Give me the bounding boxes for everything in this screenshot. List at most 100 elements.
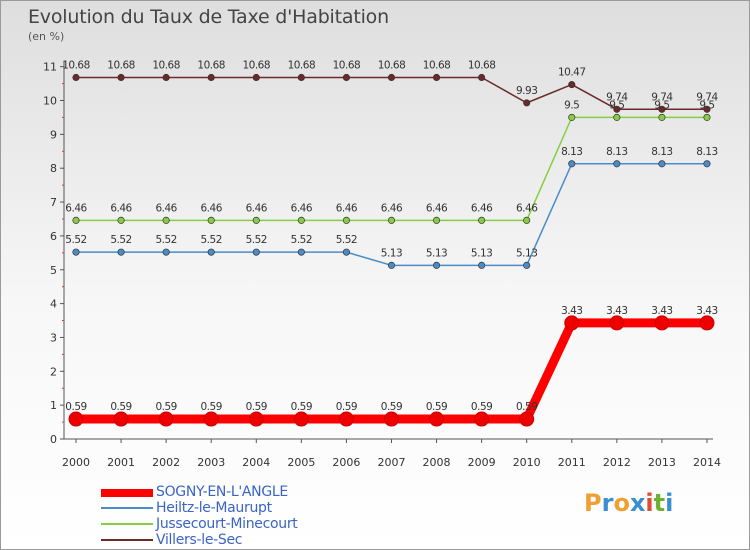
y-tick-label: 7	[50, 196, 57, 209]
data-label: 6.46	[516, 202, 538, 214]
logo-letter: P	[584, 489, 602, 517]
data-label: 5.13	[426, 247, 447, 259]
data-label: 0.59	[291, 401, 312, 413]
data-point	[72, 248, 80, 256]
data-point	[568, 81, 576, 89]
data-point	[478, 73, 486, 82]
y-tick-label: 1	[50, 399, 57, 412]
data-label: 10.68	[62, 59, 90, 71]
data-label: 8.13	[651, 146, 672, 158]
data-point	[162, 73, 170, 82]
data-label: 0.59	[471, 401, 492, 413]
legend-swatch	[101, 523, 153, 525]
data-point	[113, 411, 129, 427]
data-point	[613, 160, 621, 168]
data-label: 0.59	[426, 401, 447, 413]
data-point	[523, 99, 531, 107]
y-tick-label: 4	[50, 298, 57, 311]
data-label: 10.68	[423, 59, 451, 71]
data-label: 9.5	[654, 99, 669, 111]
data-point	[72, 73, 80, 82]
x-tick-label: 2002	[152, 456, 180, 469]
data-point	[658, 160, 666, 168]
data-point	[207, 248, 215, 256]
data-label: 6.46	[336, 202, 358, 214]
data-label: 5.52	[110, 234, 131, 246]
data-label: 0.59	[155, 401, 176, 413]
x-tick-label: 2004	[242, 456, 270, 469]
data-label: 3.43	[606, 305, 627, 317]
data-label: 10.68	[107, 59, 135, 71]
x-tick-label: 2012	[603, 456, 631, 469]
data-label: 6.46	[426, 202, 448, 214]
x-tick-label: 2014	[693, 456, 721, 469]
x-tick-label: 2010	[513, 456, 541, 469]
logo-letter: i	[665, 489, 674, 517]
x-tick-label: 2007	[377, 456, 405, 469]
data-point	[658, 105, 666, 113]
data-point	[699, 315, 715, 331]
data-label: 3.43	[561, 305, 582, 317]
logo-letter: x	[629, 489, 646, 517]
legend-label: SOGNY-EN-L'ANGLE	[156, 484, 288, 500]
data-label: 10.68	[152, 59, 180, 71]
x-tick-label: 2000	[62, 456, 90, 469]
x-tick-label: 2005	[287, 456, 315, 469]
data-point	[162, 216, 170, 224]
data-point	[703, 105, 711, 113]
data-label: 5.52	[65, 234, 86, 246]
data-point	[433, 73, 441, 82]
data-point	[297, 248, 305, 256]
legend-swatch	[101, 507, 153, 509]
legend-swatch	[101, 489, 153, 497]
data-label: 10.68	[242, 59, 270, 71]
data-point	[387, 73, 396, 82]
data-label: 0.59	[336, 401, 357, 413]
y-tick-label: 5	[50, 264, 57, 277]
data-point	[207, 73, 215, 82]
data-label: 0.59	[246, 401, 267, 413]
unit-label: (en %)	[28, 30, 65, 43]
data-label: 10.68	[333, 59, 361, 71]
x-tick-label: 2001	[107, 456, 135, 469]
data-label: 0.59	[516, 401, 537, 413]
data-label: 9.93	[516, 85, 537, 97]
data-label: 6.46	[291, 202, 313, 214]
y-tick-label: 11	[43, 61, 57, 74]
y-tick-label: 6	[50, 230, 57, 243]
data-label: 10.68	[197, 59, 225, 71]
data-point	[252, 216, 260, 224]
proxiti-logo: Proxiti	[584, 489, 673, 517]
y-tick-label: 9	[50, 128, 57, 141]
data-label: 5.13	[381, 247, 402, 259]
x-tick-label: 2006	[332, 456, 360, 469]
data-label: 9.5	[609, 99, 624, 111]
data-label: 5.52	[336, 234, 357, 246]
data-label: 5.13	[516, 247, 537, 259]
data-point	[474, 411, 490, 427]
y-tick-label: 0	[50, 433, 57, 446]
logo-letter: o	[613, 489, 630, 517]
data-point	[342, 216, 350, 224]
y-tick-label: 10	[43, 95, 57, 108]
data-point	[297, 73, 305, 82]
data-point	[117, 216, 125, 224]
x-tick-label: 2013	[648, 456, 676, 469]
data-label: 10.68	[378, 59, 406, 71]
data-label: 5.13	[471, 247, 492, 259]
data-point	[383, 411, 399, 427]
data-point	[342, 73, 350, 82]
legend-label: Villers-le-Sec	[156, 532, 243, 548]
data-point	[248, 411, 264, 427]
data-point	[519, 411, 535, 427]
data-point	[293, 411, 309, 427]
data-label: 5.52	[201, 234, 222, 246]
data-label: 10.68	[468, 59, 496, 71]
data-label: 5.52	[291, 234, 312, 246]
data-label: 9.74	[606, 91, 628, 103]
data-point	[297, 216, 305, 224]
data-point	[162, 248, 170, 256]
data-point	[387, 261, 396, 269]
data-label: 0.59	[381, 401, 402, 413]
